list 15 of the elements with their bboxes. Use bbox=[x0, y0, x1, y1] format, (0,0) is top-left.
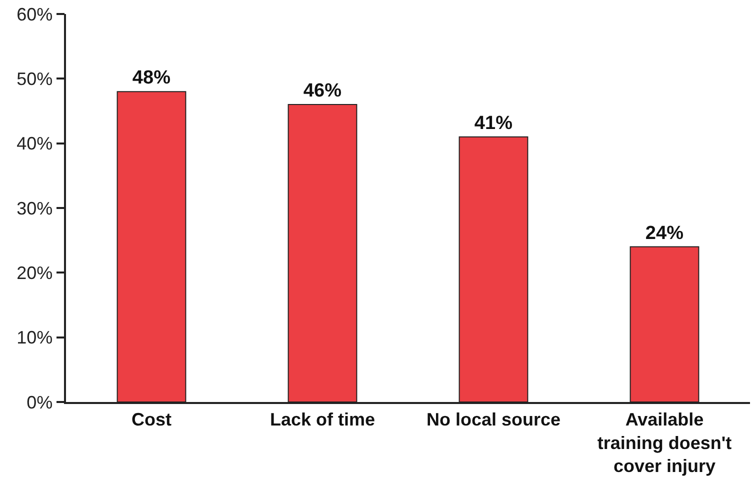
data-label: 48% bbox=[132, 68, 171, 89]
x-tick-label: No local source bbox=[426, 409, 561, 430]
data-label: 41% bbox=[474, 112, 513, 134]
data-label: 46% bbox=[303, 80, 342, 102]
y-tick-label: 20% bbox=[16, 262, 53, 283]
y-tick-label: 10% bbox=[16, 328, 53, 348]
y-tick-label: 60% bbox=[16, 4, 53, 24]
x-tick-label: Available training doesn't cover injury bbox=[597, 409, 732, 476]
y-tick-label: 40% bbox=[16, 134, 53, 154]
y-tick-label: 0% bbox=[26, 392, 53, 412]
y-tick-label: 50% bbox=[16, 68, 53, 89]
data-label: 24% bbox=[645, 222, 684, 244]
y-tick-label: 30% bbox=[16, 198, 53, 218]
x-tick-label: Cost bbox=[132, 409, 172, 430]
x-tick-label: Lack of time bbox=[270, 409, 376, 430]
